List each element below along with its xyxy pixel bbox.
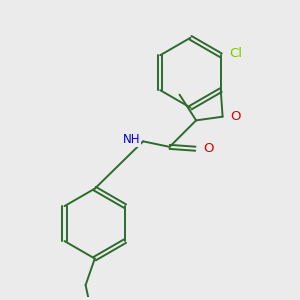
Text: O: O (231, 110, 241, 123)
Text: O: O (203, 142, 214, 155)
Text: NH: NH (123, 133, 140, 146)
Text: Cl: Cl (229, 47, 242, 60)
